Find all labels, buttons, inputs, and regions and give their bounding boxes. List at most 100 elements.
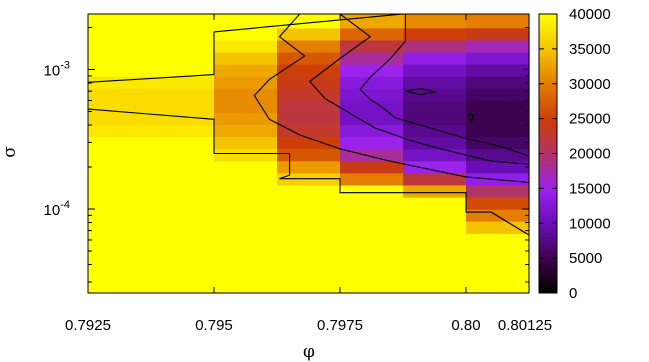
heatmap-cell bbox=[466, 51, 530, 65]
heatmap-cell bbox=[88, 27, 215, 41]
heatmap-cell bbox=[340, 209, 404, 222]
contour-line bbox=[87, 13, 404, 83]
heatmap-cell bbox=[403, 209, 467, 222]
heatmap-cell bbox=[466, 148, 530, 162]
heatmap-cell bbox=[214, 136, 278, 150]
heatmap-cell bbox=[466, 88, 530, 101]
heatmap-cell bbox=[214, 88, 278, 101]
heatmap-cell bbox=[403, 184, 467, 198]
x-tick-label: 0.80 bbox=[451, 317, 480, 334]
heatmap-cells bbox=[88, 14, 530, 294]
heatmap-cell bbox=[466, 64, 530, 77]
heatmap-cell bbox=[88, 14, 215, 29]
heatmap-cell bbox=[88, 124, 215, 138]
x-axis: 0.7925 0.795 0.7975 0.80 0.80125 bbox=[65, 14, 552, 334]
heatmap-cell bbox=[214, 221, 278, 234]
heatmap-cell bbox=[403, 233, 467, 294]
heatmap-cell bbox=[214, 76, 278, 89]
heatmap-cell bbox=[277, 88, 341, 101]
heatmap-cell bbox=[340, 14, 404, 29]
heatmap-cell bbox=[214, 148, 278, 162]
heatmap-cell bbox=[88, 209, 215, 222]
heatmap-cell bbox=[466, 221, 530, 234]
heatmap-cell bbox=[277, 51, 341, 65]
heatmap-cell bbox=[277, 100, 341, 113]
colorbar-tick-label: 25000 bbox=[569, 111, 611, 128]
heatmap-cell bbox=[214, 184, 278, 198]
heatmap-cell bbox=[466, 136, 530, 150]
heatmap-cell bbox=[403, 76, 467, 89]
heatmap-cell bbox=[466, 27, 530, 41]
heatmap-cell bbox=[277, 112, 341, 126]
heatmap-cell bbox=[214, 112, 278, 126]
heatmap-cell bbox=[340, 233, 404, 294]
heatmap-cell bbox=[88, 64, 215, 77]
heatmap-cell bbox=[466, 160, 530, 174]
heatmap-cell bbox=[403, 172, 467, 186]
heatmap-cell bbox=[277, 39, 341, 53]
x-tick-label: 0.80125 bbox=[498, 317, 552, 334]
x-tick-label: 0.7975 bbox=[317, 317, 363, 334]
heatmap-cell bbox=[214, 39, 278, 53]
heatmap-cell bbox=[466, 100, 530, 113]
heatmap-cell bbox=[88, 184, 215, 198]
contour-line bbox=[87, 108, 530, 236]
heatmap-cell bbox=[340, 221, 404, 234]
heatmap-cell bbox=[88, 76, 215, 89]
heatmap-cell bbox=[466, 209, 530, 222]
heatmap-cell bbox=[403, 160, 467, 174]
heatmap-cell bbox=[466, 39, 530, 53]
heatmap-cell bbox=[214, 233, 278, 294]
heatmap-cell bbox=[214, 100, 278, 113]
heatmap-cell bbox=[466, 184, 530, 198]
y-axis: 10-4 10-3 bbox=[44, 27, 529, 283]
heatmap-cell bbox=[277, 76, 341, 89]
heatmap-cell bbox=[466, 233, 530, 294]
heatmap-cell bbox=[214, 196, 278, 210]
heatmap-cell bbox=[88, 100, 215, 113]
heatmap-cell bbox=[277, 124, 341, 138]
colorbar-ticks: 0 5000 10000 15000 20000 25000 30000 35000 40000 bbox=[539, 6, 611, 302]
heatmap-cell bbox=[277, 209, 341, 222]
heatmap-cell bbox=[277, 136, 341, 150]
heatmap-cell bbox=[277, 233, 341, 294]
heatmap-cell bbox=[466, 124, 530, 138]
contour-line bbox=[253, 13, 530, 184]
heatmap-cell bbox=[466, 172, 530, 186]
heatmap-cell bbox=[214, 51, 278, 65]
y-tick-label: 10-4 bbox=[44, 199, 70, 219]
heatmap-cell bbox=[277, 184, 341, 198]
heatmap-cell bbox=[340, 160, 404, 174]
heatmap-cell bbox=[403, 221, 467, 234]
heatmap-cell bbox=[277, 148, 341, 162]
heatmap-cell bbox=[340, 27, 404, 41]
heatmap-cell bbox=[403, 51, 467, 65]
colorbar-tick-label: 35000 bbox=[569, 41, 611, 58]
heatmap-cell bbox=[403, 27, 467, 41]
heatmap-cell bbox=[403, 148, 467, 162]
heatmap-cell bbox=[277, 160, 341, 174]
heatmap-cell bbox=[88, 196, 215, 210]
heatmap-cell bbox=[88, 148, 215, 162]
heatmap-cell bbox=[340, 184, 404, 198]
heatmap-cell bbox=[403, 88, 467, 101]
colorbar-tick-label: 10000 bbox=[569, 215, 611, 232]
contour-line bbox=[308, 13, 530, 165]
heatmap-cell bbox=[466, 112, 530, 126]
heatmap-cell bbox=[88, 39, 215, 53]
heatmap-cell bbox=[340, 148, 404, 162]
heatmap-cell bbox=[466, 196, 530, 210]
colorbar-tick-label: 20000 bbox=[569, 146, 611, 163]
heatmap-cell bbox=[403, 64, 467, 77]
heatmap-cell bbox=[403, 100, 467, 113]
heatmap-cell bbox=[340, 196, 404, 210]
heatmap-cell bbox=[88, 233, 215, 294]
heatmap-cell bbox=[403, 14, 467, 29]
heatmap-cell bbox=[88, 172, 215, 186]
heatmap-cell bbox=[214, 64, 278, 77]
heatmap-cell bbox=[277, 64, 341, 77]
colorbar-tick-label: 0 bbox=[569, 285, 577, 302]
heatmap-cell bbox=[340, 136, 404, 150]
heatmap-cell bbox=[214, 160, 278, 174]
